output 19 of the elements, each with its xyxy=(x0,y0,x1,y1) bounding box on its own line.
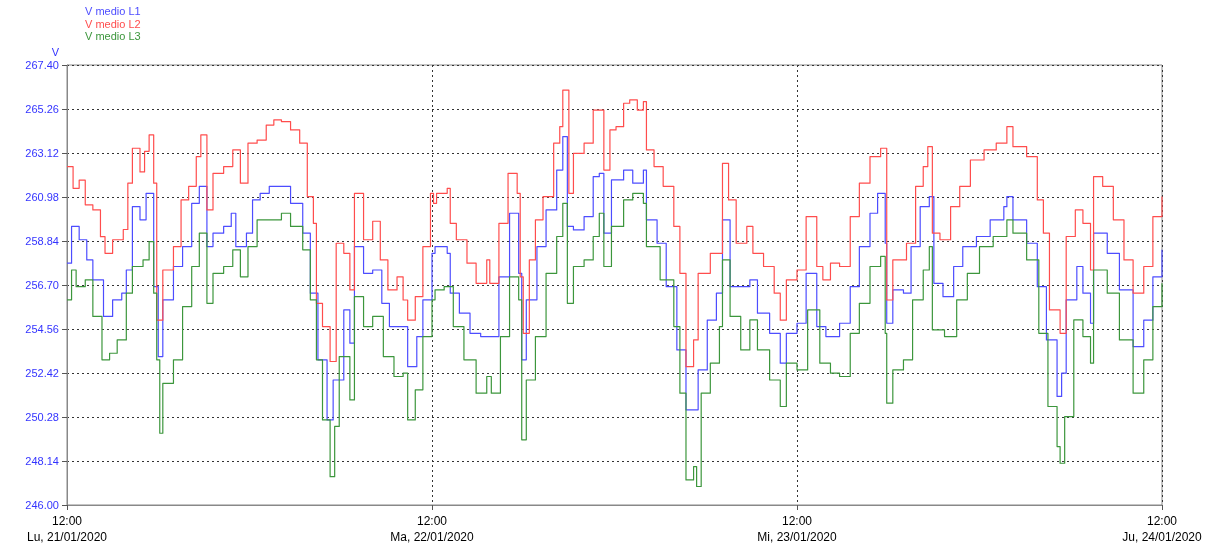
y-tick-label: 260.98 xyxy=(25,191,59,203)
text: V medio L3 xyxy=(85,30,141,42)
y-tick-label: 252.42 xyxy=(25,367,59,379)
x-tick-label: 12:00 Lu, 21/01/2020 xyxy=(26,514,108,544)
y-tick-label: 256.70 xyxy=(25,279,59,291)
y-axis-title: V xyxy=(51,45,60,58)
y-tick-label: 250.28 xyxy=(25,411,59,423)
x-tick-label: 12:00 Ma, 22/01/2020 xyxy=(390,514,475,544)
y-tick-label: 265.26 xyxy=(25,103,59,115)
y-tick-label: 248.14 xyxy=(25,455,59,467)
x-tick-label: 12:00 Mi, 23/01/2020 xyxy=(757,514,838,544)
y-tick-label: 267.40 xyxy=(25,59,59,71)
text: V medio L2 xyxy=(85,17,141,30)
x-tick-label: 12:00 Ju, 24/01/2020 xyxy=(1122,514,1203,544)
y-tick-label: 263.12 xyxy=(25,147,59,159)
y-tick-label: 254.56 xyxy=(25,323,59,335)
text: V medio L1 xyxy=(85,5,141,17)
y-tick-label: 246.00 xyxy=(25,499,59,511)
y-tick-label: 258.84 xyxy=(25,235,59,247)
